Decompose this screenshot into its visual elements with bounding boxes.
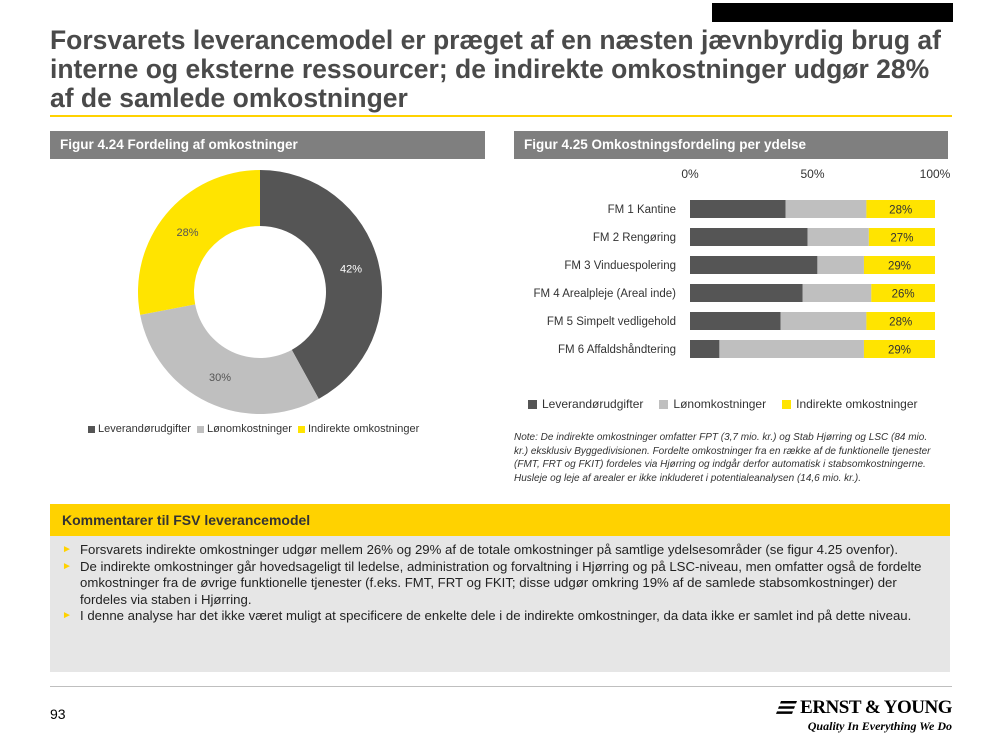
category-label: FM 5 Simpelt vedligehold [547, 316, 676, 328]
ey-bars-icon [776, 701, 798, 714]
figure-4-24-header: Figur 4.24 Fordeling af omkostninger [50, 131, 485, 159]
bar-segment [866, 312, 935, 330]
company-logo: ERNST & YOUNG Quality In Everything We D… [775, 697, 952, 734]
comment-item: ► De indirekte omkostninger går hovedsage… [62, 559, 938, 609]
comments-header: Kommentarer til FSV leverancemodel [50, 504, 950, 536]
x-tick-label: 0% [681, 167, 699, 181]
legend-item: Leverandørudgifter [528, 397, 643, 411]
legend-label: Indirekte omkostninger [796, 397, 918, 411]
legend-label: Indirekte omkostninger [307, 423, 420, 435]
donut-slice-label: 28% [177, 227, 199, 239]
footer-divider [50, 686, 952, 687]
category-label: FM 4 Arealpleje (Areal inde) [533, 288, 676, 300]
bar-segment [863, 340, 935, 358]
legend-label: Lønomkostninger [206, 423, 292, 435]
bar-data-label: 27% [890, 233, 913, 245]
legend-label: Leverandørudgifter [542, 397, 644, 411]
logo-name: ERNST & YOUNG [800, 697, 952, 718]
category-label: FM 1 Kantine [608, 204, 676, 216]
bar-segment [802, 284, 872, 302]
page-title: Forsvarets leverancemodel er præget af e… [50, 25, 941, 113]
legend-swatch [297, 425, 305, 433]
donut-chart: 42% 30% 28% [138, 170, 382, 414]
donut-slice [138, 170, 260, 315]
figure-4-25-header: Figur 4.25 Omkostningsfordeling per ydel… [514, 131, 948, 159]
title-divider [50, 115, 952, 117]
bar-segment [690, 228, 808, 246]
bar-segment [863, 256, 935, 274]
logo-tagline: Quality In Everything We Do [807, 719, 952, 733]
bar-legend: Leverandørudgifter Lønomkostninger Indirek… [528, 397, 934, 412]
legend-swatch [782, 399, 792, 409]
donut-slice [140, 304, 319, 414]
legend-swatch [88, 425, 95, 433]
x-tick-label: 100% [920, 167, 951, 181]
bar-segment [871, 284, 935, 302]
bar-data-label: 29% [888, 345, 911, 357]
legend-label: Leverandørudgifter [98, 423, 191, 435]
category-label: FM 2 Rengøring [593, 232, 676, 244]
bar-segment [785, 200, 867, 218]
legend-swatch [528, 399, 537, 409]
page-number: 93 [50, 706, 66, 722]
comment-text: Forsvarets indirekte omkostninger udgør … [80, 542, 899, 557]
donut-legend: Leverandørudgifter Lønomkostninger Indirek… [88, 423, 425, 436]
comments-body: ► Forsvarets indirekte omkostninger udgør… [50, 536, 950, 672]
legend-label: Lønomkostninger [673, 397, 767, 411]
bar-segment [868, 228, 935, 246]
legend-item: Lønomkostninger [196, 423, 292, 435]
comment-item: ► I denne analyse har det ikke været muli… [62, 608, 938, 625]
comment-item: ► Forsvarets indirekte omkostninger udgør… [62, 542, 938, 559]
legend-item: Leverandørudgifter [88, 423, 191, 435]
bar-segment [690, 200, 786, 218]
bar-segment [780, 312, 867, 330]
redaction-bar [712, 3, 953, 22]
bullet-arrow-icon: ► [62, 560, 72, 572]
bar-segment [807, 228, 869, 246]
legend-item: Lønomkostninger [659, 397, 766, 411]
stacked-bar-chart: 0% 50% 100% FM 1 Kantine 28% FM 2 Rengøring 27… [533, 167, 951, 358]
donut-slice-label: 42% [340, 264, 362, 276]
category-label: FM 3 Vinduespolering [564, 260, 676, 272]
bar-data-label: 26% [892, 289, 915, 301]
legend-swatch [196, 425, 204, 433]
donut-slice-label: 30% [209, 372, 231, 384]
figure-note: Note: De indirekte omkostninger omfatter… [514, 432, 931, 484]
bar-data-label: 28% [889, 317, 912, 329]
bar-segment [817, 256, 864, 274]
comment-text: De indirekte omkostninger går hovedsagel… [80, 558, 922, 607]
bar-segment [690, 284, 803, 302]
bar-segment [719, 340, 864, 358]
x-tick-label: 50% [800, 167, 824, 181]
comment-text: I denne analyse har det ikke været mulig… [80, 608, 912, 623]
bar-segment [690, 256, 818, 274]
donut-slice [260, 170, 382, 399]
bar-segment [866, 200, 935, 218]
bar-data-label: 28% [889, 205, 912, 217]
bar-data-label: 29% [888, 261, 911, 273]
bar-segment [690, 312, 781, 330]
bar-segment [690, 340, 720, 358]
bullet-arrow-icon: ► [62, 610, 72, 621]
legend-item: Indirekte omkostninger [782, 397, 918, 411]
category-label: FM 6 Affaldshåndtering [558, 344, 676, 356]
legend-swatch [659, 399, 669, 409]
bullet-arrow-icon: ► [62, 544, 72, 555]
legend-item: Indirekte omkostninger [297, 423, 420, 435]
